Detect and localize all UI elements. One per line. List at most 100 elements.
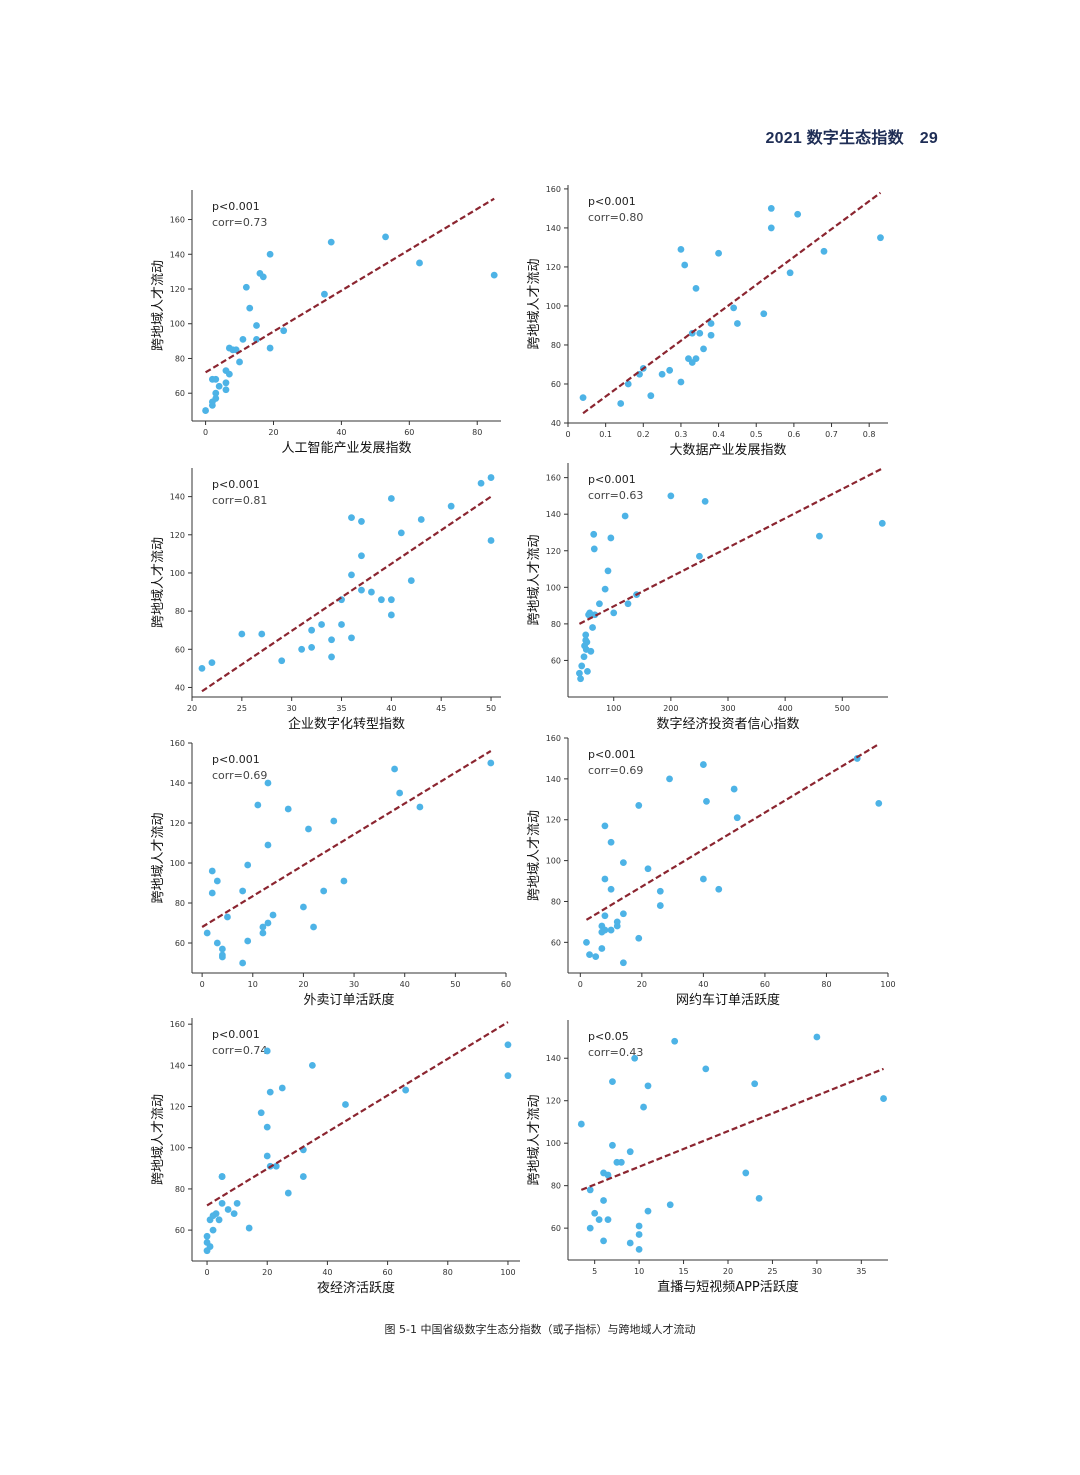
data-point	[358, 552, 365, 560]
data-point	[259, 929, 267, 937]
x-tick-label: 30	[812, 1267, 822, 1276]
y-axis-label: 跨地域人才流动	[527, 534, 542, 625]
data-point	[215, 1216, 223, 1224]
data-point	[245, 1224, 253, 1232]
data-point	[264, 919, 272, 927]
x-tick-label: 60	[404, 428, 414, 437]
p-value-annotation: p<0.001	[212, 200, 260, 213]
data-point	[310, 923, 317, 931]
y-tick-label: 100	[546, 583, 561, 592]
data-point	[596, 600, 603, 608]
x-tick-label: 60	[501, 980, 511, 989]
data-point	[318, 621, 325, 628]
data-point	[280, 327, 288, 335]
data-point	[348, 514, 355, 522]
x-tick-label: 40	[400, 980, 410, 989]
data-point	[666, 775, 673, 783]
header-title: 2021 数字生态指数	[765, 130, 904, 147]
p-value-annotation: p<0.001	[588, 473, 636, 486]
data-point	[358, 518, 365, 525]
data-point	[621, 512, 629, 520]
y-tick-label: 60	[551, 1224, 561, 1233]
y-tick-label: 100	[546, 1139, 561, 1148]
x-tick-label: 50	[450, 980, 460, 989]
y-tick-label: 80	[551, 1182, 561, 1191]
scatter-chart-8: 5 10 15 20 25 30 35 60 80 100 120 140 直播与短视频APP活跃度 跨地…	[527, 1020, 888, 1295]
data-point	[601, 926, 609, 934]
page-header: 2021 数字生态指数 29	[766, 124, 938, 148]
y-tick-label: 140	[546, 510, 561, 519]
y-tick-label: 140	[546, 224, 561, 233]
corr-annotation: corr=0.69	[212, 769, 267, 782]
data-point	[232, 346, 240, 354]
data-point	[607, 534, 615, 542]
data-point	[298, 645, 306, 653]
y-axis-label: 跨地域人才流动	[151, 812, 166, 903]
data-point	[626, 1148, 634, 1156]
data-point	[225, 370, 233, 378]
data-point	[656, 887, 664, 895]
data-point	[609, 1078, 616, 1085]
y-tick-label: 120	[546, 1097, 561, 1106]
x-axis-label: 夜经济活跃度	[317, 1280, 395, 1296]
x-tick-label: 80	[821, 980, 831, 989]
x-tick-label: 80	[472, 428, 482, 437]
data-point	[209, 1226, 217, 1234]
data-point	[715, 249, 722, 257]
data-point	[875, 799, 883, 807]
data-point	[212, 1210, 220, 1218]
y-tick-label: 80	[551, 897, 561, 906]
y-tick-label: 60	[551, 380, 561, 389]
data-point	[589, 624, 596, 631]
data-point	[813, 1033, 821, 1041]
data-point	[254, 801, 262, 809]
y-tick-label: 140	[546, 1054, 561, 1063]
data-point	[263, 1123, 271, 1131]
y-tick-label: 80	[175, 607, 185, 616]
data-point	[767, 205, 775, 212]
data-point	[203, 929, 211, 937]
data-point	[760, 310, 768, 318]
data-point	[586, 1224, 594, 1232]
y-tick-label: 160	[546, 474, 561, 483]
y-tick-label: 140	[170, 1061, 185, 1070]
y-tick-label: 120	[170, 531, 185, 540]
data-point	[246, 304, 254, 312]
data-point	[582, 631, 590, 639]
data-point	[592, 953, 600, 961]
data-point	[387, 495, 395, 502]
data-point	[617, 400, 625, 407]
y-tick-label: 140	[546, 775, 561, 784]
data-point	[707, 320, 715, 327]
y-tick-label: 80	[175, 354, 185, 363]
data-point	[447, 502, 455, 510]
x-tick-label: 100	[500, 1268, 515, 1277]
data-point	[224, 913, 231, 921]
data-point	[396, 789, 404, 797]
data-point	[490, 271, 498, 279]
data-point	[619, 959, 627, 967]
data-point	[278, 657, 286, 665]
data-point	[751, 1080, 759, 1088]
data-point	[477, 479, 485, 487]
x-tick-label: 20	[187, 704, 197, 713]
data-point	[635, 1231, 643, 1238]
data-point	[263, 1047, 271, 1055]
data-point	[377, 596, 385, 604]
x-tick-label: 20	[723, 1267, 733, 1276]
data-point	[300, 903, 307, 911]
x-tick-label: 0	[204, 1268, 209, 1277]
data-point	[600, 1237, 607, 1245]
data-point	[487, 759, 495, 767]
data-point	[239, 887, 247, 895]
data-point	[233, 1199, 241, 1207]
x-tick-label: 20	[262, 1268, 272, 1277]
data-point	[259, 923, 267, 931]
data-point	[624, 380, 632, 388]
data-point	[368, 588, 375, 596]
data-point	[272, 1162, 280, 1170]
data-point	[604, 1171, 612, 1179]
data-point	[391, 765, 398, 773]
x-tick-label: 200	[663, 704, 678, 713]
data-point	[604, 567, 612, 575]
